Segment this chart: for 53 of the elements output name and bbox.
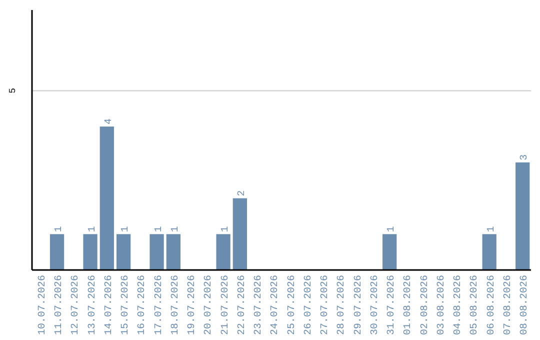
x-tick-label: 20.07.2026 <box>204 275 215 336</box>
x-tick-label: 14.07.2026 <box>104 275 115 336</box>
x-tick-label: 13.07.2026 <box>87 275 98 336</box>
bar <box>50 234 64 270</box>
x-tick-label: 28.07.2026 <box>336 275 348 336</box>
data-label: 3 <box>520 154 531 160</box>
data-label: 1 <box>87 226 98 232</box>
bar <box>516 162 530 270</box>
data-label: 1 <box>386 226 398 232</box>
x-tick-label: 06.08.2026 <box>486 275 498 336</box>
bar <box>166 234 180 270</box>
data-label: 1 <box>170 226 182 232</box>
data-label: 1 <box>154 226 165 232</box>
x-tick-label: 31.07.2026 <box>386 275 398 336</box>
y-tick-label: 5 <box>8 88 18 94</box>
x-tick-label: 23.07.2026 <box>254 275 265 336</box>
x-tick-label: 25.07.2026 <box>286 275 298 336</box>
bar <box>232 198 247 270</box>
x-tick-label: 08.08.2026 <box>520 275 531 336</box>
x-tick-label: 22.07.2026 <box>236 275 248 336</box>
x-tick-label: 01.08.2026 <box>403 275 414 336</box>
bar <box>116 234 131 270</box>
x-tick-label: 10.07.2026 <box>37 275 48 336</box>
data-label: 1 <box>120 226 132 232</box>
x-tick-label: 27.07.2026 <box>320 275 332 336</box>
x-tick-label: 16.07.2026 <box>137 275 148 336</box>
x-tick-label: 26.07.2026 <box>303 275 314 336</box>
x-tick-label: 05.08.2026 <box>470 275 481 336</box>
x-tick-label: 12.07.2026 <box>70 275 82 336</box>
bar <box>482 234 496 270</box>
bar <box>83 234 98 270</box>
x-tick-label: 30.07.2026 <box>370 275 381 336</box>
x-tick-label: 04.08.2026 <box>453 275 464 336</box>
data-label: 1 <box>486 226 498 232</box>
x-tick-label: 11.07.2026 <box>54 275 66 336</box>
bar <box>100 126 114 270</box>
data-label: 1 <box>220 226 232 232</box>
x-tick-label: 03.08.2026 <box>436 275 448 336</box>
x-tick-label: 07.08.2026 <box>502 275 514 336</box>
data-label: 4 <box>104 118 115 125</box>
x-tick-label: 17.07.2026 <box>154 275 165 336</box>
x-tick-label: 15.07.2026 <box>120 275 132 336</box>
x-tick-label: 02.08.2026 <box>420 275 431 336</box>
x-tick-label: 21.07.2026 <box>220 275 232 336</box>
bar <box>216 234 230 270</box>
data-label: 2 <box>236 190 248 196</box>
x-tick-label: 19.07.2026 <box>187 275 198 336</box>
x-tick-label: 18.07.2026 <box>170 275 182 336</box>
data-label: 1 <box>54 226 66 232</box>
bar <box>382 234 397 270</box>
x-tick-label: 29.07.2026 <box>353 275 364 336</box>
bar <box>150 234 164 270</box>
x-tick-label: 24.07.2026 <box>270 275 282 336</box>
